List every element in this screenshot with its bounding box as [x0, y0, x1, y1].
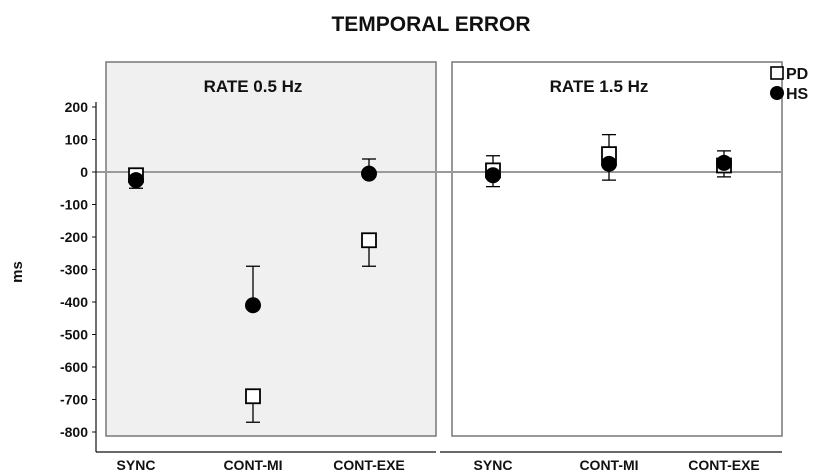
- category-label: CONT-MI: [223, 457, 282, 473]
- y-tick-label: 200: [65, 99, 89, 115]
- y-tick-label: 0: [80, 164, 88, 180]
- chart-title: TEMPORAL ERROR: [331, 13, 530, 36]
- panel-label-1: RATE 0.5 Hz: [204, 77, 303, 96]
- legend-label: HS: [786, 86, 809, 103]
- hs-point: [485, 167, 501, 184]
- y-tick-label: -500: [60, 327, 88, 343]
- category-label: CONT-EXE: [688, 457, 760, 473]
- hs-point: [245, 297, 261, 314]
- legend-label: PD: [786, 66, 808, 83]
- y-axis: 200 100 0 -100 -200 -300 -400 -500 -600 -700 -800: [60, 99, 97, 452]
- hs-point: [716, 154, 732, 171]
- y-tick-label: -400: [60, 294, 88, 310]
- y-tick-label: -100: [60, 197, 88, 213]
- panels-layer: RATE 0.5 Hz SYNC CONT-MI CONT-EXE RATE 1.5 H…: [96, 61, 783, 473]
- hs-point: [128, 172, 144, 189]
- y-tick-label: -800: [60, 424, 88, 440]
- y-tick-label: -200: [60, 229, 88, 245]
- y-axis-label: ms: [9, 261, 26, 283]
- legend-marker-pd: [770, 66, 784, 80]
- y-tick-label: 100: [65, 132, 89, 148]
- category-label: SYNC: [117, 457, 156, 473]
- panel-frame-2: [451, 61, 783, 437]
- legend-marker-hs: [770, 86, 784, 100]
- panel-frame-1: [105, 61, 437, 437]
- y-tick-label: -600: [60, 359, 88, 375]
- pd-point: [361, 232, 377, 249]
- y-tick-label: -700: [60, 392, 88, 408]
- category-label: CONT-MI: [579, 457, 638, 473]
- category-label: SYNC: [474, 457, 513, 473]
- data-marks: [128, 133, 732, 423]
- pd-point: [245, 388, 261, 405]
- hs-point: [361, 165, 377, 182]
- category-label: CONT-EXE: [333, 457, 405, 473]
- hs-point: [601, 155, 617, 172]
- panel-label-2: RATE 1.5 Hz: [550, 77, 649, 96]
- legend: PD HS: [770, 66, 809, 103]
- y-tick-label: -300: [60, 262, 88, 278]
